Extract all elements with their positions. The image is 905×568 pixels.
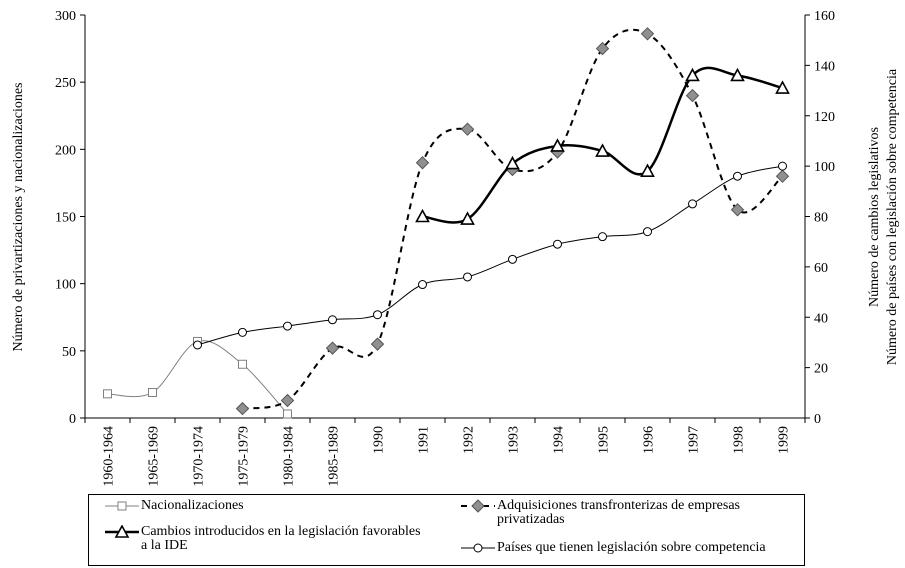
marker [730,67,745,82]
legend: Nacionalizaciones Adquisiciones transfron… [88,494,805,566]
x-tick-label: 1995 [597,426,612,454]
marker [688,199,697,209]
marker [283,409,292,419]
marker [325,341,340,355]
marker [598,232,607,242]
series-line [107,340,288,415]
marker [775,169,790,183]
marker [283,321,292,331]
x-tick-label: 1994 [552,426,567,454]
marker [685,88,700,103]
chart: Número de privartizaciones y nacionaliza… [11,9,900,487]
legend-label: Adquisiciones transfronterizas de empres… [497,498,740,527]
marker [505,155,520,170]
x-tick-label: 1996 [642,426,657,454]
x-tick-label: 1993 [507,426,522,454]
marker [370,337,385,351]
marker [595,41,610,56]
marker [685,67,700,82]
y-axis-label: Número de privartizaciones y nacionaliza… [11,83,26,352]
y2-tick-label: 0 [814,412,821,427]
marker [280,393,295,408]
legend-item: Cambios introducidos en la legislación f… [103,525,421,553]
y2-axis-label: Número de países con legislación sobre c… [885,68,900,365]
marker [733,171,742,181]
y2-tick-label: 120 [814,110,835,125]
x-tick-label: 1965-1969 [147,426,162,487]
x-tick-label: 1998 [732,426,747,454]
marker [235,401,250,416]
legend-item: Adquisiciones transfronterizas de empres… [459,499,757,527]
marker [640,163,655,177]
marker [117,501,127,511]
y-tick-label: 300 [55,9,76,24]
y2-tick-label: 140 [814,59,835,74]
marker [775,80,790,94]
y2-tick-label: 20 [814,362,828,377]
marker [643,227,652,237]
marker [473,543,483,553]
x-tick-label: 1992 [462,426,477,454]
y-tick-label: 50 [62,345,76,360]
legend-swatch [105,525,139,538]
marker [418,280,427,290]
x-tick-label: 1997 [687,426,702,454]
marker [463,272,472,282]
marker [103,389,112,399]
marker [550,138,565,152]
legend-swatch [461,543,495,553]
series-line [242,28,784,410]
legend-label: Nacionalizaciones [141,498,244,513]
y2-axis-label: Número de cambios legislativos [867,127,882,307]
marker [508,254,517,264]
y2-tick-label: 80 [814,211,828,226]
marker [193,340,202,350]
marker [373,310,382,320]
legend-item: Nacionalizaciones [103,499,391,513]
x-tick-label: 1975-1979 [237,426,252,487]
marker [595,143,610,157]
y2-tick-label: 60 [814,261,828,276]
marker [114,525,130,538]
y-tick-label: 250 [55,76,76,91]
marker [553,239,562,249]
marker [640,27,655,41]
y2-tick-label: 160 [814,9,835,24]
marker [328,315,337,325]
legend-label: Cambios introducidos en la legislación f… [141,524,421,553]
marker [471,499,485,513]
y2-tick-label: 40 [814,311,828,326]
x-tick-label: 1970-1974 [192,426,207,487]
marker [778,161,787,171]
marker [415,156,430,170]
legend-item: Países que tienen legislación sobre comp… [459,541,827,555]
marker [238,327,247,337]
marker [148,387,157,397]
legend-swatch [461,499,495,513]
y-tick-label: 200 [55,143,76,158]
x-tick-label: 1991 [417,426,432,454]
marker [460,211,475,225]
y2-tick-label: 100 [814,160,835,175]
marker [460,122,475,136]
x-tick-label: 1980-1984 [282,426,297,487]
x-tick-label: 1999 [777,426,792,454]
legend-swatch [105,501,139,511]
x-tick-label: 1960-1964 [102,426,117,487]
y-tick-label: 100 [55,278,76,293]
y-tick-label: 0 [69,412,76,427]
marker [415,208,430,223]
legend-label: Países que tienen legislación sobre comp… [497,540,766,555]
y-tick-label: 150 [55,211,76,226]
x-tick-label: 1990 [372,426,387,454]
x-tick-label: 1985-1989 [327,426,342,487]
marker [238,359,247,369]
marker [730,203,745,217]
